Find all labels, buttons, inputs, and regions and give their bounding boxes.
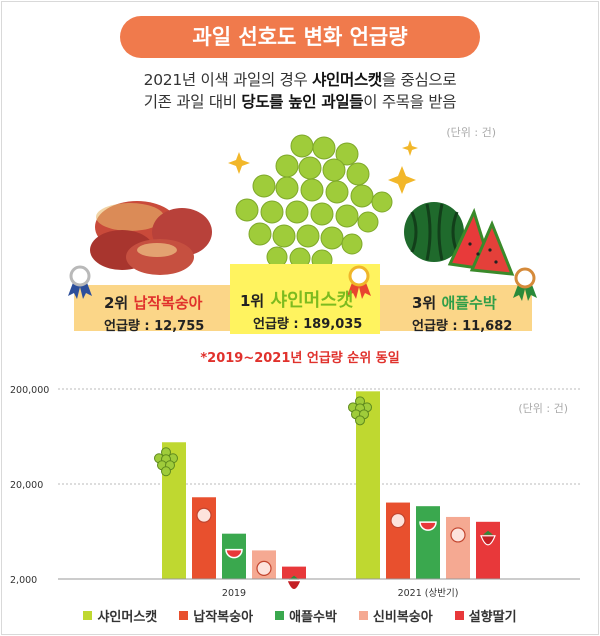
ribbons — [68, 265, 537, 301]
legend-swatch — [83, 611, 93, 620]
subtitle-line-2: 기존 과일 대비 당도를 높인 과일들이 주목을 받음 — [2, 90, 598, 112]
y-tick-label: 200,000 — [10, 385, 49, 396]
legend-label: 납작복숭아 — [193, 610, 254, 625]
rank-3-name: 애플수박 — [441, 294, 497, 312]
rank-2-number: 2위 — [104, 294, 129, 312]
apple-watermelon-icon — [404, 202, 515, 276]
strawberry-leaf — [483, 530, 493, 535]
legend-item: 샤인머스캣 — [83, 606, 157, 625]
subtitle-line-2-pre: 기존 과일 대비 — [143, 93, 242, 111]
grape-icon — [348, 396, 372, 426]
flat-peach-icon — [90, 201, 212, 275]
y-tick-label: 2,000 — [10, 575, 37, 586]
watermelon-icon — [419, 521, 437, 531]
grape-icon — [154, 447, 178, 477]
legend-item: 설향딸기 — [454, 606, 517, 625]
unit-label-chart: (단위 : 건) — [518, 402, 568, 415]
rank-2-name: 납작복숭아 — [133, 294, 203, 312]
rank-1-value: 언급량 : 189,035 — [253, 317, 363, 332]
subtitle-line-1: 2021년 이색 과일의 경우 샤인머스캣을 중심으로 — [2, 68, 598, 90]
rank-2-title: 2위 납작복숭아 — [104, 292, 203, 313]
bar-chart: 200,000 20,000 2,000 2019 2021 (상반기) — [10, 385, 580, 599]
peach-icon — [390, 512, 406, 529]
legend-item: 애플수박 — [275, 606, 337, 625]
shine-muscat-grapes-icon — [235, 134, 393, 271]
unit-label-top: (단위 : 건) — [446, 126, 496, 139]
bronze-medal-icon — [513, 267, 537, 301]
subtitle-line-2-post: 이 주목을 받음 — [363, 93, 457, 111]
legend-swatch — [179, 611, 189, 620]
rank-3-value: 언급량 : 11,682 — [412, 319, 513, 334]
sparkle-icon — [228, 140, 418, 194]
legend-label: 샤인머스캣 — [97, 610, 158, 625]
rank-1-title: 1위 샤인머스캣 — [240, 286, 353, 312]
strawberry-icon — [286, 580, 302, 591]
gold-medal-icon — [347, 265, 371, 299]
ranking-note: *2019~2021년 언급량 순위 동일 — [200, 351, 400, 366]
fruit-illustrations — [90, 134, 515, 276]
bar-strawberry-0 — [282, 566, 306, 579]
legend-label: 애플수박 — [289, 610, 337, 625]
rank-1-name: 샤인머스캣 — [270, 290, 354, 311]
subtitle-line-1-post: 을 중심으로 — [381, 71, 457, 89]
legend-swatch — [454, 611, 464, 620]
legend-label: 신비복숭아 — [372, 610, 433, 625]
bar-peach-1 — [446, 516, 470, 579]
bar-watermelon-1 — [416, 506, 440, 579]
rank-3-title: 3위 애플수박 — [412, 292, 497, 313]
y-tick-label: 20,000 — [10, 480, 43, 491]
rank-1-number: 1위 — [240, 292, 265, 310]
legend-swatch — [275, 611, 285, 620]
peach-icon — [450, 527, 466, 543]
peach-icon — [256, 560, 272, 577]
peach-icon — [196, 507, 212, 523]
chart-legend: 샤인머스캣 납작복숭아 애플수박 신비복숭아 설향딸기 — [2, 606, 598, 625]
legend-label: 설향딸기 — [468, 610, 517, 625]
legend-swatch — [358, 611, 368, 620]
rank-3-number: 3위 — [412, 294, 437, 312]
legend-item: 신비복숭아 — [358, 606, 433, 625]
title-banner: 과일 선호도 변화 언급량 — [120, 16, 480, 58]
bar-strawberry-1 — [476, 521, 500, 579]
watermelon-icon — [225, 548, 243, 559]
silver-medal-icon — [68, 265, 92, 299]
subtitle-line-1-pre: 2021년 이색 과일의 경우 — [143, 71, 313, 89]
x-tick-label: 2019 — [222, 588, 246, 599]
subtitle-line-2-bold: 당도를 높인 과일들 — [241, 93, 364, 111]
rank-2-value: 언급량 : 12,755 — [104, 319, 205, 334]
legend-item: 납작복숭아 — [179, 606, 253, 625]
strawberry-icon — [480, 535, 496, 546]
subtitle-line-1-bold: 샤인머스캣 — [312, 71, 382, 89]
x-tick-label: 2021 (상반기) — [398, 588, 459, 599]
